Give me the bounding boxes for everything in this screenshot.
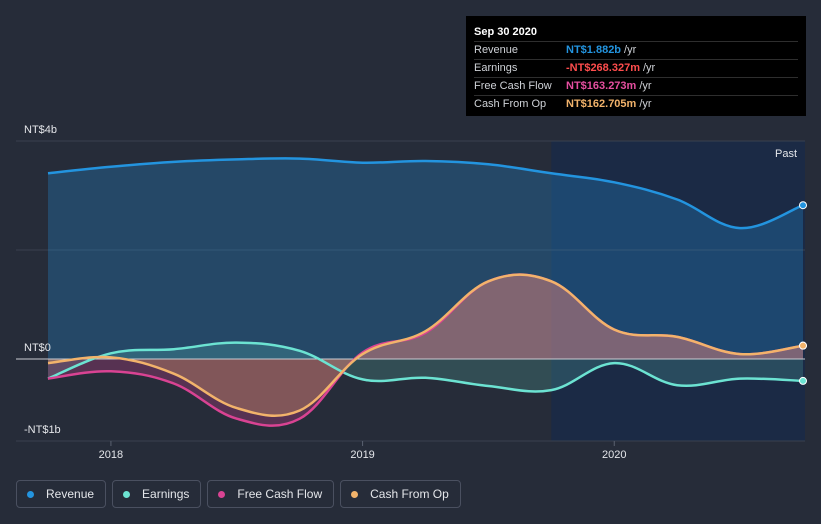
y-label-zero: NT$0 (24, 342, 51, 354)
legend-item-free-cash-flow[interactable]: Free Cash Flow (207, 480, 335, 508)
tooltip-row-cash-from-op: Cash From Op NT$162.705m /yr (474, 95, 798, 113)
tooltip-value: NT$1.882b (566, 44, 622, 56)
area-free-cash-flow (48, 274, 803, 426)
past-label: Past (775, 148, 797, 160)
legend-label: Revenue (46, 487, 95, 501)
legend-label: Earnings (142, 487, 190, 501)
legend-label: Cash From Op (370, 487, 449, 501)
area-earnings (48, 342, 803, 392)
tooltip-label: Earnings (474, 62, 518, 74)
tooltip-row-earnings: Earnings -NT$268.327m /yr (474, 59, 798, 77)
y-label-top: NT$4b (24, 124, 57, 136)
tooltip-unit: /yr (643, 62, 656, 74)
tooltip-value: NT$163.273m (566, 80, 637, 92)
legend-dot-icon (123, 490, 131, 498)
tooltip-row-free-cash-flow: Free Cash Flow NT$163.273m /yr (474, 77, 798, 95)
tooltip-value: -NT$268.327m (566, 62, 640, 74)
series-line-cash-from-op[interactable] (47, 273, 804, 417)
end-point-earnings[interactable] (799, 376, 807, 385)
forecast-region (551, 141, 805, 441)
tooltip-label: Free Cash Flow (474, 80, 552, 92)
tooltip-unit: /yr (639, 98, 652, 110)
area-revenue (48, 158, 803, 359)
legend-dot-icon (351, 490, 359, 498)
series-line-earnings[interactable] (47, 341, 804, 393)
x-tick-label: 2019 (350, 449, 374, 461)
tooltip-row-revenue: Revenue NT$1.882b /yr (474, 41, 798, 59)
tooltip-date: Sep 30 2020 (474, 26, 537, 38)
legend: Revenue Earnings Free Cash Flow Cash Fro… (16, 480, 461, 508)
tooltip-value: NT$162.705m (566, 98, 637, 110)
area-cash-from-op (48, 274, 803, 416)
legend-item-revenue[interactable]: Revenue (16, 480, 107, 508)
legend-label: Free Cash Flow (237, 487, 323, 501)
x-tick-label: 2020 (602, 449, 626, 461)
end-point-revenue[interactable] (799, 201, 807, 210)
tooltip-unit: /yr (639, 80, 652, 92)
legend-dot-icon (218, 490, 226, 498)
tooltip-label: Revenue (474, 44, 519, 56)
series-line-revenue[interactable] (47, 157, 804, 230)
tooltip-panel: Sep 30 2020 Revenue NT$1.882b /yr Earnin… (466, 16, 806, 116)
legend-item-earnings[interactable]: Earnings (112, 480, 202, 508)
legend-item-cash-from-op[interactable]: Cash From Op (340, 480, 461, 508)
tooltip-label: Cash From Op (474, 98, 547, 110)
y-label-bottom: -NT$1b (24, 424, 61, 436)
legend-dot-icon (27, 490, 34, 498)
x-tick-label: 2018 (99, 449, 123, 461)
tooltip-unit: /yr (624, 44, 637, 56)
end-point-cash-from-op[interactable] (799, 341, 807, 350)
